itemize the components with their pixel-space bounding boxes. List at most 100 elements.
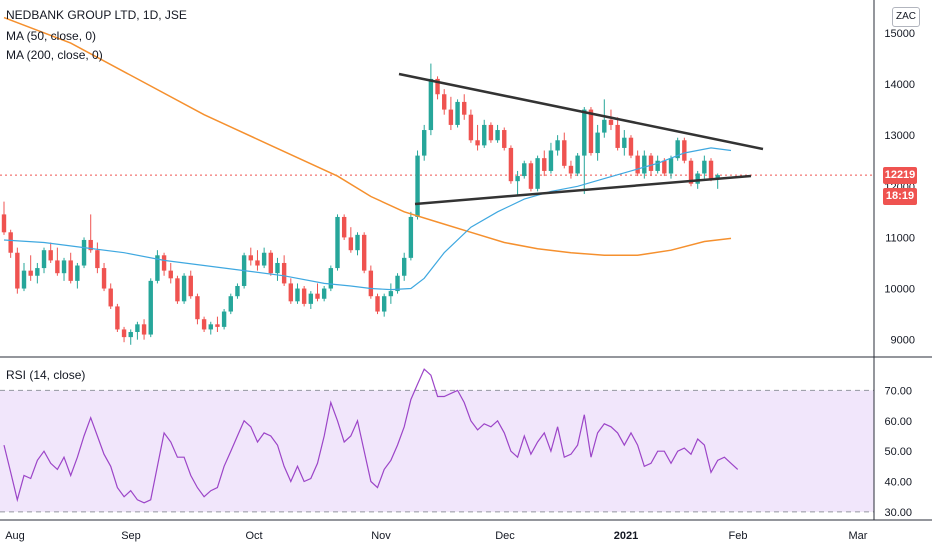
candle-body bbox=[15, 252, 20, 289]
candle-body bbox=[502, 130, 507, 148]
candle-body bbox=[281, 262, 287, 284]
candle-body bbox=[128, 331, 133, 338]
time-axis[interactable]: Aug Sep Oct Nov Dec 2021 Feb Mar bbox=[5, 530, 868, 542]
candle-body bbox=[255, 260, 260, 266]
candle-body bbox=[35, 268, 40, 276]
candle-body bbox=[95, 250, 100, 269]
candle-body bbox=[361, 234, 367, 271]
ma200-legend[interactable]: MA (200, close, 0) bbox=[6, 48, 103, 62]
candle-body bbox=[622, 137, 627, 148]
candle-body bbox=[388, 291, 394, 297]
candle-body bbox=[475, 140, 480, 146]
candle-body bbox=[268, 252, 273, 274]
candle-body bbox=[41, 250, 47, 269]
symbol-title[interactable]: NEDBANK GROUP LTD, 1D, JSE bbox=[6, 8, 187, 22]
price-tick-label: 13000 bbox=[884, 130, 915, 142]
candle-body bbox=[68, 260, 73, 281]
candle-body bbox=[381, 296, 387, 312]
candle-body bbox=[608, 119, 614, 125]
candle-body bbox=[715, 175, 720, 179]
candle-body bbox=[81, 239, 87, 266]
price-tick-label: 14000 bbox=[884, 79, 915, 91]
ma200-line bbox=[3, 16, 732, 257]
candle-body bbox=[208, 324, 213, 330]
candle-body bbox=[448, 109, 454, 125]
candle-body bbox=[422, 130, 427, 156]
candle-body bbox=[221, 311, 227, 327]
time-tick-label: Aug bbox=[5, 530, 25, 542]
currency-badge[interactable]: ZAC bbox=[892, 7, 920, 27]
time-tick-label: Mar bbox=[849, 530, 868, 542]
candle-body bbox=[8, 232, 13, 253]
candle-body bbox=[548, 150, 554, 171]
lower-trendline[interactable] bbox=[414, 174, 752, 206]
candle-body bbox=[455, 101, 460, 125]
candle-body bbox=[135, 324, 140, 332]
rsi-band bbox=[0, 390, 874, 512]
candle-body bbox=[168, 270, 173, 279]
time-tick-label: Oct bbox=[245, 530, 262, 542]
candle-body bbox=[368, 270, 374, 297]
candle-body bbox=[575, 155, 580, 174]
last-price-tag: 12219 bbox=[883, 167, 917, 185]
candle-body bbox=[21, 270, 27, 289]
candle-body bbox=[28, 270, 33, 276]
price-tick-label: 15000 bbox=[884, 28, 915, 40]
candle-body bbox=[588, 109, 594, 154]
candle-body bbox=[395, 275, 400, 292]
candle-body bbox=[582, 109, 587, 156]
candle-body bbox=[488, 124, 494, 141]
rsi-legend[interactable]: RSI (14, close) bbox=[6, 368, 86, 382]
candle-body bbox=[542, 158, 547, 171]
candle-body bbox=[522, 163, 527, 177]
candle-body bbox=[635, 155, 640, 174]
candle-body bbox=[662, 160, 667, 174]
price-tick-label: 9000 bbox=[891, 335, 915, 347]
candle-body bbox=[61, 260, 67, 274]
candle-body bbox=[161, 255, 167, 271]
price-tick-label: 10000 bbox=[884, 284, 915, 296]
candle-body bbox=[675, 140, 680, 159]
candle-body bbox=[155, 255, 160, 281]
candle-body bbox=[435, 78, 440, 95]
candles bbox=[1, 63, 720, 345]
candle-body bbox=[595, 132, 600, 154]
candle-body bbox=[261, 252, 267, 266]
candle-body bbox=[275, 262, 280, 274]
candle-body bbox=[188, 275, 193, 297]
candle-body bbox=[181, 275, 187, 302]
candle-body bbox=[468, 114, 474, 141]
candle-body bbox=[75, 265, 80, 281]
rsi-tick-label: 40.00 bbox=[884, 477, 912, 489]
candle-body bbox=[315, 293, 320, 299]
candle-body bbox=[402, 257, 407, 276]
candle-body bbox=[682, 140, 687, 161]
rsi-tick-label: 30.00 bbox=[884, 507, 912, 519]
candle-body bbox=[201, 319, 207, 330]
ma50-legend[interactable]: MA (50, close, 0) bbox=[6, 29, 97, 43]
candle-body bbox=[228, 296, 233, 312]
candle-body bbox=[508, 147, 514, 182]
candle-body bbox=[408, 216, 414, 258]
candle-body bbox=[375, 296, 380, 312]
time-tick-label: 2021 bbox=[614, 530, 638, 542]
candle-body bbox=[668, 158, 674, 174]
candle-body bbox=[655, 160, 660, 171]
candle-body bbox=[415, 155, 420, 217]
candle-body bbox=[495, 130, 500, 141]
candle-body bbox=[528, 163, 534, 189]
candle-body bbox=[328, 268, 334, 289]
candle-body bbox=[148, 280, 153, 335]
candle-body bbox=[115, 306, 120, 330]
candle-body bbox=[555, 140, 560, 151]
rsi-tick-label: 60.00 bbox=[884, 416, 912, 428]
candle-body bbox=[101, 268, 107, 289]
candle-body bbox=[602, 119, 607, 133]
rsi-axis[interactable]: 30.00 40.00 50.00 60.00 70.00 bbox=[884, 385, 912, 519]
candle-body bbox=[482, 124, 487, 146]
time-tick-label: Nov bbox=[371, 530, 391, 542]
candle-body bbox=[301, 288, 307, 304]
upper-trendline[interactable] bbox=[398, 72, 764, 151]
